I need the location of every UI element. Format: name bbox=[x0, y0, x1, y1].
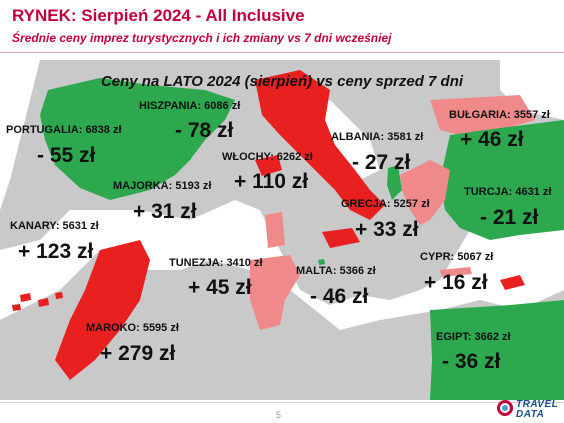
label-wlochy: WŁOCHY: 6262 zł bbox=[222, 151, 313, 163]
map-area bbox=[0, 60, 564, 400]
change-portugalia: - 55 zł bbox=[37, 144, 96, 167]
page-title: RYNEK: Sierpień 2024 - All Inclusive bbox=[12, 6, 305, 25]
egypt-shape bbox=[430, 300, 564, 400]
label-hiszpania: HISZPANIA: 6086 zł bbox=[139, 100, 241, 112]
change-malta: - 46 zł bbox=[310, 285, 369, 308]
label-malta: MALTA: 5366 zł bbox=[296, 265, 376, 277]
crete-shape bbox=[440, 267, 472, 277]
cyprus-shape bbox=[500, 275, 525, 290]
page-number: 5 bbox=[276, 410, 282, 420]
malta-shape bbox=[318, 259, 325, 265]
travel-data-logo: TRAVEL DATA bbox=[497, 397, 561, 421]
change-turcja: - 21 zł bbox=[480, 206, 539, 229]
footer-divider bbox=[0, 402, 564, 403]
tunisia-shape bbox=[250, 255, 300, 330]
albania-shape bbox=[387, 165, 402, 200]
change-egipt: - 36 zł bbox=[442, 350, 501, 373]
label-maroko: MAROKO: 5595 zł bbox=[86, 322, 179, 334]
label-egipt: EGIPT: 3662 zł bbox=[436, 331, 511, 343]
label-kanary: KANARY: 5631 zł bbox=[10, 220, 99, 232]
label-majorka: MAJORKA: 5193 zł bbox=[113, 180, 212, 192]
change-maroko: + 279 zł bbox=[100, 342, 176, 365]
iberia-shape bbox=[40, 78, 235, 200]
label-grecja: GRECJA: 5257 zł bbox=[341, 198, 430, 210]
italy-shape bbox=[255, 70, 385, 220]
label-portugalia: PORTUGALIA: 6838 zł bbox=[6, 124, 122, 136]
bulgaria-shape bbox=[430, 95, 535, 135]
turkey-shape bbox=[440, 120, 564, 240]
europe-map bbox=[0, 60, 564, 400]
change-majorka: + 31 zł bbox=[133, 200, 197, 223]
label-turcja: TURCJA: 4631 zł bbox=[464, 186, 552, 198]
change-kanary: + 123 zł bbox=[18, 240, 94, 263]
canary-islands-shape bbox=[12, 292, 63, 311]
change-wlochy: + 110 zł bbox=[234, 170, 309, 193]
label-cypr: CYPR: 5067 zł bbox=[420, 251, 494, 263]
greece-shape bbox=[400, 160, 450, 225]
change-tunezja: + 45 zł bbox=[188, 276, 252, 299]
logo-line1: TRAVEL bbox=[516, 399, 559, 410]
label-tunezja: TUNEZJA: 3410 zł bbox=[169, 257, 263, 269]
change-cypr: + 16 zł bbox=[424, 271, 488, 294]
map-title: Ceny na LATO 2024 (sierpień) vs ceny spr… bbox=[100, 73, 464, 90]
logo-ring-icon bbox=[497, 400, 513, 416]
majorca-shape bbox=[255, 155, 282, 176]
atlantic-sea bbox=[0, 60, 40, 210]
page-subtitle: Średnie ceny imprez turystycznych i ich … bbox=[12, 31, 392, 45]
change-grecja: + 33 zł bbox=[355, 218, 419, 241]
header-divider bbox=[0, 52, 564, 53]
morocco-shape bbox=[55, 240, 150, 380]
logo-line2: DATA bbox=[516, 409, 545, 420]
change-albania: - 27 zł bbox=[352, 151, 411, 174]
label-bulgaria: BUŁGARIA: 3557 zł bbox=[449, 109, 550, 121]
change-hiszpania: - 78 zł bbox=[175, 119, 234, 142]
label-albania: ALBANIA: 3581 zł bbox=[331, 131, 424, 143]
sicily-shape bbox=[322, 228, 360, 248]
sardinia-shape bbox=[265, 212, 285, 248]
change-bulgaria: + 46 zł bbox=[460, 128, 524, 151]
logo-dot-icon bbox=[502, 405, 508, 411]
